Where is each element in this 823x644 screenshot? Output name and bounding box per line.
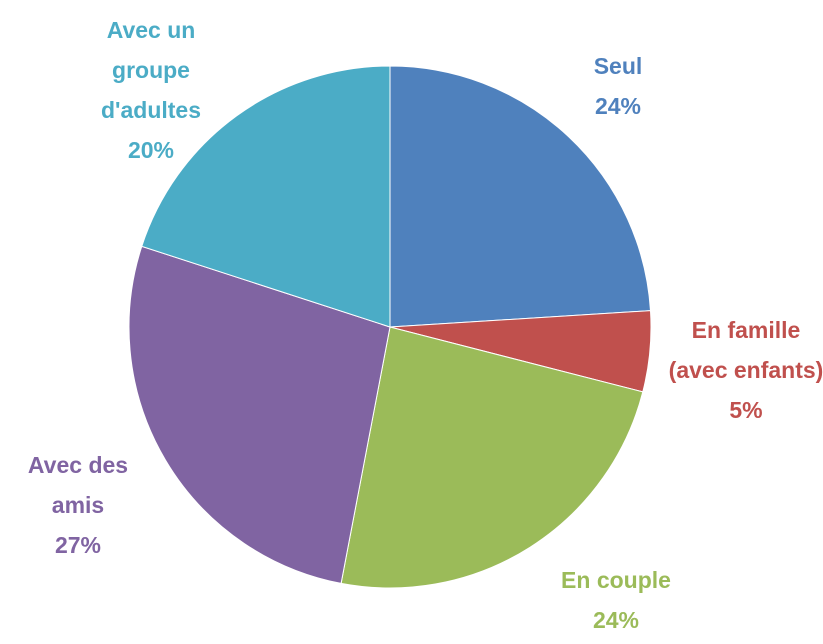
slice-label: Avec des amis 27% bbox=[8, 445, 148, 565]
pie-slice bbox=[340, 326, 644, 589]
slice-label: En famille (avec enfants) 5% bbox=[669, 310, 823, 430]
pie-slice bbox=[128, 245, 391, 584]
category-label: Avec des amis bbox=[27, 452, 129, 518]
category-label: En famille (avec enfants) bbox=[668, 317, 823, 383]
value-label: 24% bbox=[594, 93, 642, 119]
slice-label: Seul 24% bbox=[538, 46, 698, 126]
slice-label: En couple 24% bbox=[506, 560, 726, 640]
pie-slice bbox=[389, 65, 652, 328]
category-label: Avec un groupe d'adultes bbox=[100, 17, 202, 123]
slice-label: Avec un groupe d'adultes 20% bbox=[76, 10, 226, 170]
value-label: 20% bbox=[127, 137, 175, 163]
value-label: 5% bbox=[729, 397, 763, 423]
pie-slice bbox=[141, 65, 391, 328]
category-label: Seul bbox=[593, 53, 643, 79]
value-label: 24% bbox=[592, 607, 640, 633]
value-label: 27% bbox=[54, 532, 102, 558]
category-label: En couple bbox=[561, 567, 671, 593]
